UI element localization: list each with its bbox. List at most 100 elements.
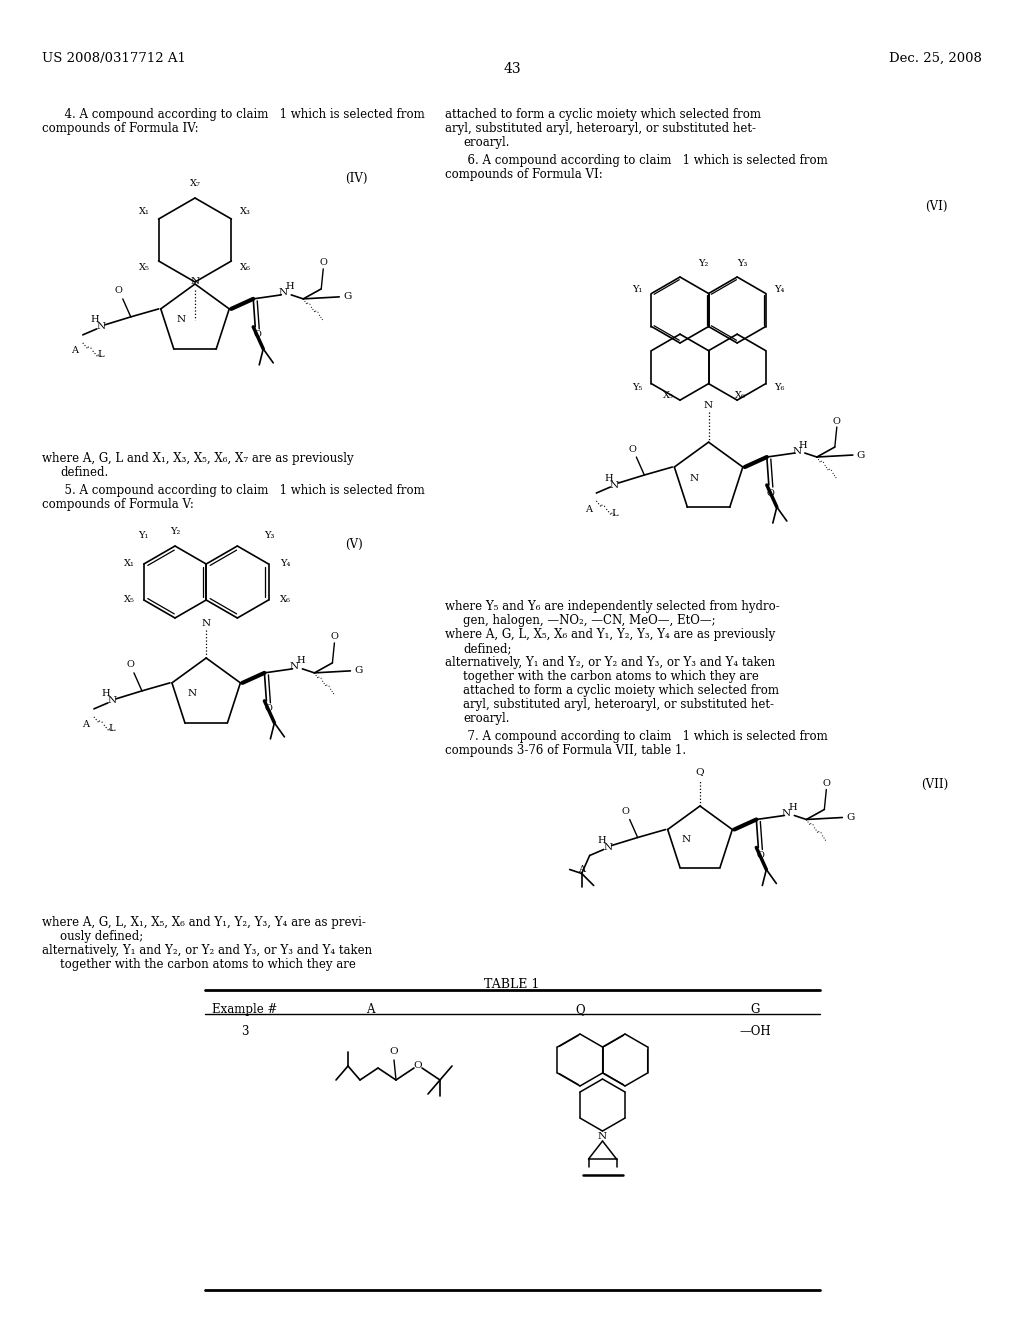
Text: compounds of Formula V:: compounds of Formula V:	[42, 498, 194, 511]
Text: X₆: X₆	[280, 595, 291, 605]
Text: attached to form a cyclic moiety which selected from: attached to form a cyclic moiety which s…	[463, 684, 779, 697]
Text: N: N	[96, 322, 105, 331]
Text: N: N	[598, 1131, 607, 1140]
Text: Q: Q	[575, 1003, 585, 1016]
Text: compounds of Formula VI:: compounds of Formula VI:	[445, 168, 603, 181]
Text: L: L	[109, 725, 116, 734]
Text: X₇: X₇	[189, 180, 201, 189]
Text: Example #: Example #	[212, 1003, 278, 1016]
Text: N: N	[793, 446, 802, 455]
Text: O: O	[622, 807, 630, 816]
Text: (IV): (IV)	[345, 172, 368, 185]
Text: N: N	[603, 843, 612, 851]
Text: compounds 3-76 of Formula VII, table 1.: compounds 3-76 of Formula VII, table 1.	[445, 744, 686, 756]
Text: O: O	[833, 417, 841, 425]
Text: L: L	[611, 508, 617, 517]
Text: Y₃: Y₃	[737, 259, 748, 268]
Text: defined.: defined.	[60, 466, 109, 479]
Text: (VI): (VI)	[926, 201, 948, 213]
Text: O: O	[822, 779, 830, 788]
Text: N: N	[781, 809, 791, 818]
Text: O: O	[253, 330, 261, 339]
Text: H: H	[90, 315, 99, 325]
Text: eroaryl.: eroaryl.	[463, 711, 510, 725]
Text: Y₂: Y₂	[698, 259, 709, 268]
Text: Q: Q	[695, 767, 705, 776]
Text: (V): (V)	[345, 539, 362, 550]
Text: O: O	[390, 1048, 398, 1056]
Text: where Y₅ and Y₆ are independently selected from hydro-: where Y₅ and Y₆ are independently select…	[445, 601, 779, 612]
Text: 7. A compound according to claim  1 which is selected from: 7. A compound according to claim 1 which…	[445, 730, 827, 743]
Text: Y₄: Y₄	[774, 285, 785, 294]
Text: compounds of Formula IV:: compounds of Formula IV:	[42, 121, 199, 135]
Text: H: H	[101, 689, 111, 698]
Text: O: O	[115, 286, 123, 296]
Text: X₅: X₅	[139, 263, 151, 272]
Text: attached to form a cyclic moiety which selected from: attached to form a cyclic moiety which s…	[445, 108, 761, 121]
Text: X₁: X₁	[139, 206, 151, 215]
Text: Dec. 25, 2008: Dec. 25, 2008	[889, 51, 982, 65]
Text: Y₅: Y₅	[632, 383, 643, 392]
Text: N: N	[279, 288, 288, 297]
Text: N: N	[681, 836, 690, 845]
Text: where A, G, L, X₁, X₅, X₆ and Y₁, Y₂, Y₃, Y₄ are as previ-: where A, G, L, X₁, X₅, X₆ and Y₁, Y₂, Y₃…	[42, 916, 366, 929]
Text: O: O	[319, 259, 328, 268]
Text: Y₄: Y₄	[281, 560, 291, 569]
Text: gen, halogen, —NO₂, —CN, MeO—, EtO—;: gen, halogen, —NO₂, —CN, MeO—, EtO—;	[463, 614, 716, 627]
Text: (VII): (VII)	[921, 777, 948, 791]
Text: A: A	[579, 865, 585, 874]
Text: aryl, substituted aryl, heteroaryl, or substituted het-: aryl, substituted aryl, heteroaryl, or s…	[463, 698, 774, 711]
Text: X₅: X₅	[664, 391, 674, 400]
Text: H: H	[604, 474, 612, 483]
Text: L: L	[97, 350, 104, 359]
Text: N: N	[187, 689, 197, 698]
Text: together with the carbon atoms to which they are: together with the carbon atoms to which …	[60, 958, 356, 972]
Text: 4. A compound according to claim  1 which is selected from: 4. A compound according to claim 1 which…	[42, 108, 425, 121]
Text: X₅: X₅	[124, 595, 134, 605]
Text: O: O	[331, 632, 338, 642]
Text: G: G	[857, 450, 865, 459]
Text: O: O	[757, 851, 764, 861]
Text: together with the carbon atoms to which they are: together with the carbon atoms to which …	[463, 671, 759, 682]
Text: H: H	[285, 282, 294, 292]
Text: Y₂: Y₂	[170, 528, 180, 536]
Text: O: O	[414, 1060, 422, 1069]
Text: A: A	[366, 1003, 374, 1016]
Text: N: N	[290, 663, 299, 672]
Text: O: O	[767, 488, 775, 498]
Text: aryl, substituted aryl, heteroaryl, or substituted het-: aryl, substituted aryl, heteroaryl, or s…	[445, 121, 756, 135]
Text: eroaryl.: eroaryl.	[463, 136, 510, 149]
Text: —OH: —OH	[739, 1026, 771, 1038]
Text: G: G	[354, 667, 362, 676]
Text: X₆: X₆	[240, 263, 251, 272]
Text: H: H	[597, 836, 606, 845]
Text: H: H	[296, 656, 305, 665]
Text: 5. A compound according to claim  1 which is selected from: 5. A compound according to claim 1 which…	[42, 484, 425, 498]
Text: 43: 43	[503, 62, 521, 77]
Text: N: N	[190, 277, 200, 286]
Text: A: A	[72, 346, 78, 355]
Text: N: N	[609, 480, 618, 490]
Text: Y₁: Y₁	[138, 532, 148, 540]
Text: A: A	[585, 504, 592, 513]
Text: where A, G, L, X₅, X₆ and Y₁, Y₂, Y₃, Y₄ are as previously: where A, G, L, X₅, X₆ and Y₁, Y₂, Y₃, Y₄…	[445, 628, 775, 642]
Text: G: G	[751, 1003, 760, 1016]
Text: N: N	[176, 315, 185, 325]
Text: A: A	[83, 721, 89, 730]
Text: alternatively, Y₁ and Y₂, or Y₂ and Y₃, or Y₃ and Y₄ taken: alternatively, Y₁ and Y₂, or Y₂ and Y₃, …	[445, 656, 775, 669]
Text: N: N	[690, 474, 699, 483]
Text: X₃: X₃	[240, 206, 251, 215]
Text: where A, G, L and X₁, X₃, X₅, X₆, X₇ are as previously: where A, G, L and X₁, X₃, X₅, X₆, X₇ are…	[42, 451, 353, 465]
Text: Y₆: Y₆	[774, 383, 785, 392]
Text: defined;: defined;	[463, 642, 512, 655]
Text: H: H	[799, 441, 807, 450]
Text: G: G	[846, 813, 854, 822]
Text: X₆: X₆	[735, 391, 746, 400]
Text: H: H	[788, 803, 797, 812]
Text: N: N	[202, 619, 211, 627]
Text: O: O	[126, 660, 134, 669]
Text: Y₃: Y₃	[264, 532, 274, 540]
Text: N: N	[108, 697, 117, 705]
Text: alternatively, Y₁ and Y₂, or Y₂ and Y₃, or Y₃ and Y₄ taken: alternatively, Y₁ and Y₂, or Y₂ and Y₃, …	[42, 944, 372, 957]
Text: O: O	[629, 445, 636, 454]
